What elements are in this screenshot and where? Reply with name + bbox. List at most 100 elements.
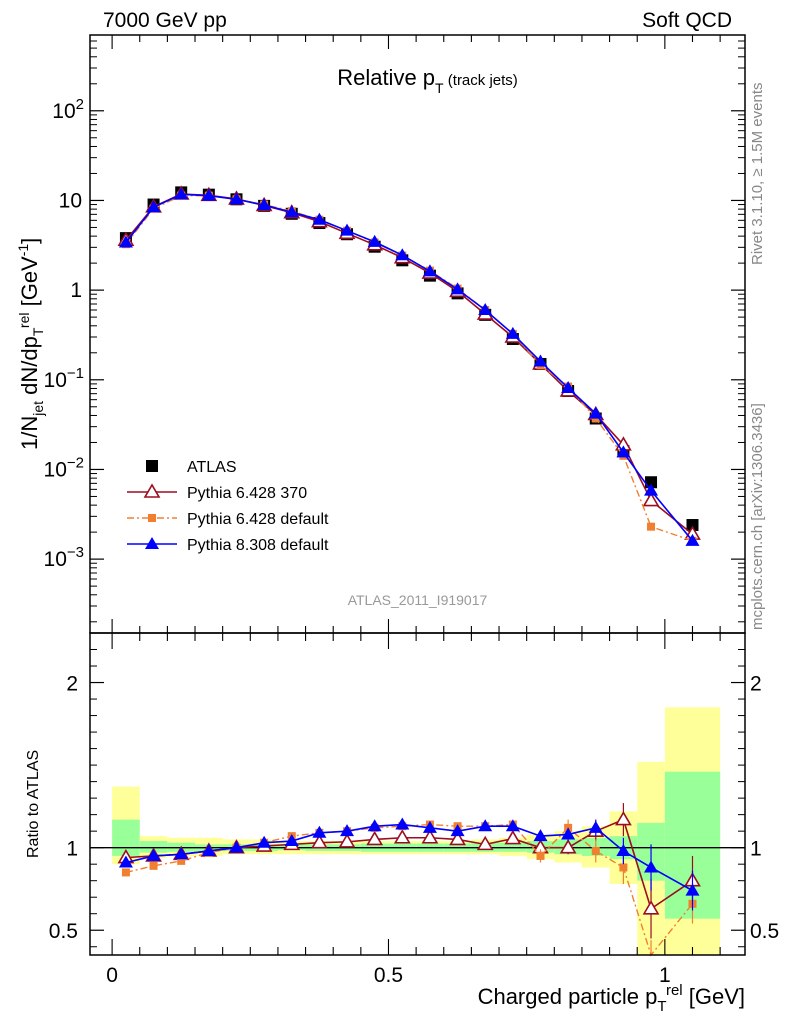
py8-ratio-point bbox=[561, 827, 576, 840]
py6_370-ratio-point bbox=[476, 835, 494, 851]
py6_370-ratio-point bbox=[449, 830, 466, 846]
py8-ratio-point bbox=[505, 819, 520, 832]
legend-label-py6_default: Pythia 6.428 default bbox=[187, 511, 329, 528]
py6_default-ratio-point bbox=[536, 851, 545, 860]
py8-ratio-point bbox=[422, 820, 437, 833]
py6_370-ratio-point bbox=[310, 834, 328, 849]
py8-ratio-point bbox=[395, 817, 410, 830]
py8-point bbox=[422, 264, 437, 277]
py8-point bbox=[201, 188, 216, 201]
py8-ratio-point bbox=[201, 843, 216, 856]
analysis-label: ATLAS_2011_I919017 bbox=[348, 592, 488, 608]
py8-point bbox=[118, 235, 133, 248]
py6_default-ratio-point bbox=[177, 856, 186, 865]
legend-marker-py6_370 bbox=[143, 483, 161, 498]
py6_default-ratio-point bbox=[619, 863, 628, 872]
py8-ratio-point bbox=[146, 848, 161, 861]
py6_370-ratio-point bbox=[504, 829, 522, 845]
legend: ATLAS Pythia 6.428 370 Pythia 6.428 defaul… bbox=[127, 459, 329, 554]
py6_370-ratio-point bbox=[615, 811, 632, 826]
legend-label-py8: Pythia 8.308 default bbox=[187, 537, 329, 554]
py8-ratio-point bbox=[284, 834, 299, 847]
ratio-ytick-label-right: 2 bbox=[750, 673, 762, 696]
ratio-ytick-label-right: 0.5 bbox=[750, 920, 779, 943]
py6_default-ratio-point bbox=[121, 868, 130, 877]
py8-ratio-point bbox=[118, 855, 133, 868]
main-ticks: 10−3 10−2 10−1 1 10 102 bbox=[44, 34, 745, 633]
py6_370-ratio-point bbox=[338, 833, 356, 848]
main-plot-area bbox=[117, 185, 701, 546]
py8-ratio-point bbox=[340, 824, 355, 837]
legend-marker-py6_default bbox=[148, 514, 156, 522]
py8-point bbox=[561, 380, 576, 393]
ratio-frame bbox=[89, 632, 746, 956]
main-title-text: Relative p bbox=[337, 65, 435, 90]
ratio-ytick-label: 2 bbox=[66, 673, 78, 696]
py8-point bbox=[312, 212, 327, 225]
main-ylabel: 1/Njet dN/dpTrel [GeV-1] bbox=[15, 238, 46, 450]
py8-point bbox=[588, 406, 603, 419]
ratio-xtick-label: 0.5 bbox=[374, 964, 403, 987]
py8-point bbox=[395, 248, 410, 261]
py8-point bbox=[685, 533, 700, 546]
py6_default-point bbox=[647, 522, 656, 531]
ratio-series-py8 bbox=[118, 817, 700, 911]
atlas-data-point bbox=[686, 519, 699, 532]
legend-item-py6_default: Pythia 6.428 default bbox=[127, 511, 329, 528]
ratio-plot-area bbox=[90, 707, 745, 957]
ratio-ytick-label-right: 1 bbox=[750, 838, 762, 861]
py8-point bbox=[257, 197, 272, 210]
main-ytick-label: 10−3 bbox=[44, 544, 84, 571]
main-line-py6_370 bbox=[125, 193, 693, 535]
main-ytick-label: 10−2 bbox=[44, 454, 84, 481]
py6_370-ratio-point bbox=[393, 829, 411, 844]
main-ytick-label: 10−1 bbox=[44, 365, 84, 392]
main-series-atlas bbox=[119, 186, 699, 532]
py6_370-ratio-point bbox=[559, 839, 577, 854]
py8-ratio-point bbox=[174, 847, 189, 860]
py8-ratio-point bbox=[257, 835, 272, 848]
legend-label-atlas: ATLAS bbox=[187, 459, 237, 476]
py8-ratio-point bbox=[685, 883, 700, 896]
py8-ratio-point bbox=[229, 840, 244, 853]
py8-ratio-point bbox=[312, 825, 327, 838]
mcplots-label: mcplots.cern.ch [arXiv:1306.3436] bbox=[749, 403, 766, 630]
py8-point bbox=[533, 354, 548, 367]
py8-point bbox=[478, 303, 493, 316]
ratio-xlabel: Charged particle pTrel [GeV] bbox=[478, 982, 745, 1015]
legend-item-py8: Pythia 8.308 default bbox=[127, 537, 329, 554]
py8-ratio-point bbox=[367, 819, 382, 832]
py8-point bbox=[450, 282, 465, 295]
py8-point bbox=[146, 200, 161, 213]
main-ytick-label: 1 bbox=[70, 279, 82, 302]
main-title-sub: T bbox=[435, 80, 444, 96]
py6_370-ratio-point bbox=[642, 900, 660, 915]
py8-point bbox=[174, 187, 189, 200]
ratio-ytick-label: 0.5 bbox=[49, 920, 78, 943]
ratio-xtick-label: 0 bbox=[106, 964, 118, 987]
ratio-panel: 0.5 0.5 1 1 2 2 0 0.5 1 Ratio to ATLAS Charged p… bbox=[25, 632, 779, 1015]
main-panel: 10−3 10−2 10−1 1 10 102 Relative pT (track je… bbox=[15, 34, 746, 634]
py8-point bbox=[284, 205, 299, 218]
py6_default-ratio-point bbox=[591, 846, 600, 855]
py8-ratio-point bbox=[588, 820, 603, 833]
main-series-py8 bbox=[118, 187, 700, 546]
legend-marker-py8 bbox=[145, 537, 159, 549]
main-ytick-label: 102 bbox=[52, 96, 84, 123]
py8-ratio-point bbox=[450, 824, 465, 837]
ratio-ticks: 0.5 0.5 1 1 2 2 0 0.5 1 bbox=[49, 633, 779, 987]
py8-point bbox=[616, 445, 631, 458]
main-title: Relative pT (track jets) bbox=[337, 65, 518, 96]
ratio-xtick-label: 1 bbox=[659, 964, 671, 987]
py8-point bbox=[367, 234, 382, 247]
band-inner bbox=[139, 841, 168, 853]
py8-point bbox=[229, 192, 244, 205]
legend-label-py6_370: Pythia 6.428 370 bbox=[187, 485, 307, 502]
py6_default-ratio-point bbox=[149, 861, 158, 870]
legend-marker-atlas bbox=[146, 460, 158, 472]
py8-ratio-point bbox=[478, 819, 493, 832]
py8-point bbox=[644, 483, 659, 496]
legend-item-atlas: ATLAS bbox=[146, 459, 237, 476]
header-left: 7000 GeV pp bbox=[103, 9, 227, 32]
